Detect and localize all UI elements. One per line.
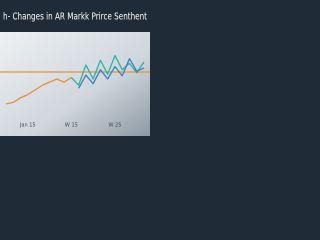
- x-tick-label: Jan 15: [19, 123, 36, 129]
- line-series: [5, 76, 72, 105]
- x-tick-label: W 15: [65, 123, 78, 129]
- plot-panel: [0, 32, 150, 136]
- chart-title: h- Changes in AR Markk Prirce Senthent: [3, 12, 147, 23]
- line-series: [70, 54, 145, 86]
- line-series: [78, 58, 145, 89]
- chart: h- Changes in AR Markk Prirce Senthent J…: [0, 0, 150, 150]
- x-tick-label: W 25: [108, 123, 121, 129]
